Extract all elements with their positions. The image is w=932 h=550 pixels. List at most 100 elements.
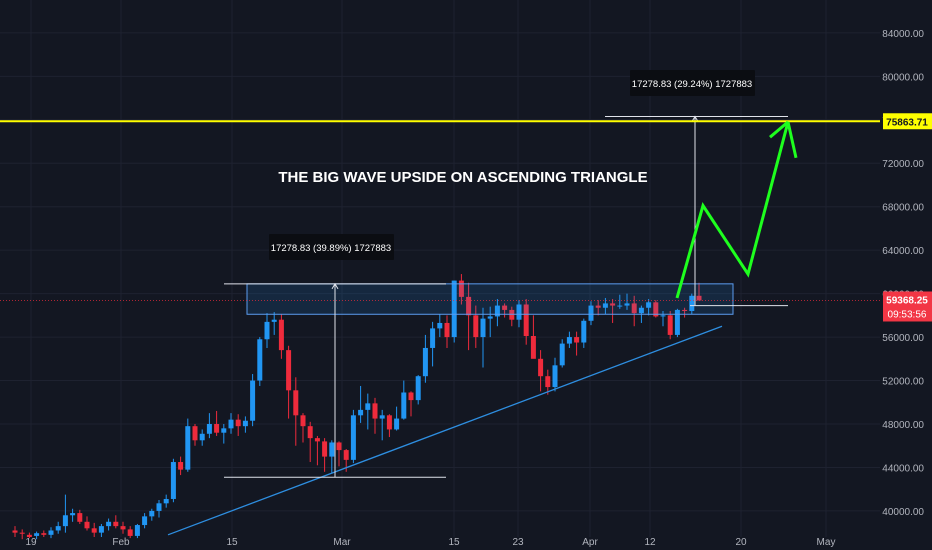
resistance-tag <box>883 113 932 130</box>
time-tick-label: 12 <box>644 537 656 548</box>
candle <box>70 513 76 516</box>
resistance-tag-label: 75863.71 <box>886 117 928 128</box>
candle <box>91 528 97 533</box>
candle <box>653 302 659 317</box>
candle <box>19 532 25 534</box>
candle <box>84 521 90 529</box>
candle <box>667 315 673 335</box>
candle <box>444 322 450 338</box>
candle <box>286 350 292 391</box>
candle <box>314 438 320 442</box>
price-tick-label: 84000.00 <box>882 29 924 40</box>
candle <box>538 358 544 377</box>
candle <box>134 525 140 536</box>
time-tick-label: 15 <box>448 537 460 548</box>
currency-button[interactable]: USD <box>892 6 921 23</box>
candle <box>221 428 227 433</box>
candle <box>372 403 378 419</box>
resistance-zone <box>246 283 734 315</box>
measure-label-1: 17278.83 (39.89%) 1727883 <box>271 243 391 254</box>
price-tick-label: 56000.00 <box>882 333 924 344</box>
candle <box>242 420 248 427</box>
time-tick-label: 20 <box>735 537 747 548</box>
measure-label-box-1 <box>269 234 394 260</box>
candle <box>566 337 572 344</box>
candle <box>602 303 608 308</box>
projection-arrow <box>675 121 798 299</box>
price-tick-label: 80000.00 <box>882 72 924 83</box>
price-tick-label: 64000.00 <box>882 246 924 257</box>
candle <box>185 426 191 470</box>
time-tick-label: Apr <box>582 537 598 548</box>
candle <box>149 510 155 517</box>
candle <box>192 426 198 441</box>
candle <box>660 315 666 317</box>
price-tick-label: 44000.00 <box>882 463 924 474</box>
candle <box>127 529 133 536</box>
chart-title: THE BIG WAVE UPSIDE ON ASCENDING TRIANGL… <box>278 169 647 186</box>
candle <box>257 339 263 381</box>
candle <box>293 390 299 416</box>
candle <box>458 280 464 297</box>
candle <box>77 513 83 522</box>
time-tick-label: May <box>817 537 836 548</box>
candle <box>386 415 392 430</box>
candle <box>523 304 529 336</box>
candle <box>12 530 18 533</box>
candle <box>631 303 637 314</box>
candle <box>473 315 479 338</box>
candle <box>365 403 371 410</box>
candle <box>62 515 68 527</box>
price-tick-label: 52000.00 <box>882 377 924 388</box>
candle <box>487 316 493 319</box>
annotations-layer: 17278.83 (39.89%) 1727883 17278.83 (29.24… <box>0 70 880 536</box>
candle <box>617 305 623 307</box>
candle <box>581 320 587 343</box>
candle <box>559 343 565 366</box>
candle <box>250 380 256 421</box>
price-tick-label: 76000.00 <box>882 116 924 127</box>
symbol-title: Bitcoin / U.S. Dollar, 1D, BINANCE <box>6 5 176 17</box>
candle <box>170 462 176 499</box>
candle <box>588 305 594 321</box>
candle <box>199 433 205 441</box>
candle <box>120 526 126 530</box>
candle <box>480 318 486 338</box>
candle <box>214 424 220 433</box>
candle <box>358 409 364 416</box>
candle <box>55 526 61 531</box>
candle <box>437 322 443 329</box>
price-tick-label: 60000.00 <box>882 290 924 301</box>
candle <box>307 426 313 439</box>
candle <box>401 392 407 419</box>
candle <box>142 516 148 526</box>
candle <box>502 305 508 310</box>
candle <box>466 296 472 316</box>
time-tick-label: Feb <box>112 537 130 548</box>
time-tick-label: 15 <box>226 537 238 548</box>
time-tick-label: 23 <box>512 537 524 548</box>
candle <box>178 462 184 470</box>
time-tick-label: 19 <box>25 537 37 548</box>
candle <box>530 335 536 359</box>
candle <box>41 533 47 535</box>
candle <box>509 309 515 320</box>
candle <box>494 305 500 317</box>
measure-arrow-2 <box>691 115 699 122</box>
candle <box>48 530 54 535</box>
candle <box>422 347 428 377</box>
candle <box>552 365 558 388</box>
price-tick-label: 40000.00 <box>882 507 924 518</box>
axes-layer: 40000.00 44000.00 48000.00 52000.00 56000.00… <box>25 29 932 548</box>
candle <box>336 442 342 451</box>
candle <box>113 521 119 527</box>
candle <box>278 319 284 351</box>
candle <box>682 309 688 312</box>
candle <box>638 307 644 314</box>
price-tick-label: 48000.00 <box>882 420 924 431</box>
projection-arrow-head <box>769 120 789 139</box>
